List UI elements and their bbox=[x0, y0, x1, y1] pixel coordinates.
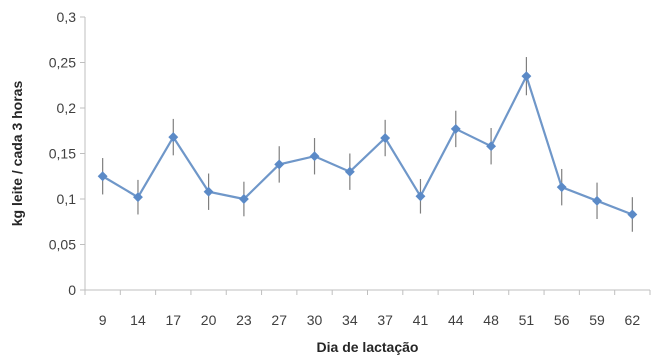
x-tick-label: 17 bbox=[165, 312, 181, 328]
data-point bbox=[309, 151, 320, 162]
x-axis-ticks: 9 14 17 20 23 27 30 34 37 41 44 48 51 56 59 62 bbox=[84, 290, 651, 328]
x-tick-label: 37 bbox=[377, 312, 393, 328]
y-tick-label: 0 bbox=[68, 282, 76, 298]
x-tick-label: 56 bbox=[554, 312, 570, 328]
data-point bbox=[238, 194, 249, 204]
data-point bbox=[344, 166, 355, 177]
x-tick-label: 20 bbox=[201, 312, 217, 328]
y-tick-label: 0,2 bbox=[57, 100, 77, 116]
data-point bbox=[97, 171, 108, 182]
data-point bbox=[274, 159, 285, 170]
data-points bbox=[97, 71, 638, 220]
y-tick-label: 0,15 bbox=[49, 146, 76, 162]
data-point bbox=[592, 195, 602, 206]
x-tick-label: 14 bbox=[130, 312, 146, 328]
x-tick-label: 62 bbox=[625, 312, 641, 328]
x-tick-label: 23 bbox=[236, 312, 252, 328]
x-tick-label: 48 bbox=[483, 312, 499, 328]
x-tick-label: 51 bbox=[519, 312, 535, 328]
error-bars bbox=[102, 57, 633, 232]
x-tick-label: 9 bbox=[99, 312, 107, 328]
y-axis-label: kg leite / cada 3 horas bbox=[9, 81, 25, 227]
x-tick-label: 44 bbox=[448, 312, 464, 328]
y-tick-label: 0,25 bbox=[49, 55, 76, 71]
x-tick-label: 27 bbox=[271, 312, 287, 328]
data-point bbox=[380, 133, 391, 143]
y-tick-label: 0,1 bbox=[57, 191, 77, 207]
data-point bbox=[521, 71, 532, 82]
data-point bbox=[486, 141, 497, 152]
series-line bbox=[102, 73, 633, 216]
data-point bbox=[415, 191, 426, 202]
x-tick-label: 41 bbox=[413, 312, 429, 328]
data-point bbox=[203, 186, 214, 197]
data-point bbox=[450, 123, 461, 134]
y-tick-label: 0,3 bbox=[57, 9, 77, 25]
data-point bbox=[627, 209, 638, 220]
x-tick-label: 34 bbox=[342, 312, 358, 328]
y-tick-label: 0,05 bbox=[49, 237, 76, 253]
data-point bbox=[133, 192, 143, 203]
x-tick-label: 30 bbox=[307, 312, 323, 328]
data-point bbox=[168, 132, 179, 143]
x-axis-label: Dia de lactação bbox=[317, 339, 419, 355]
data-point bbox=[556, 182, 567, 193]
x-tick-label: 59 bbox=[589, 312, 605, 328]
y-axis-ticks: 0 0,05 0,1 0,15 0,2 0,25 0,3 bbox=[49, 9, 85, 298]
